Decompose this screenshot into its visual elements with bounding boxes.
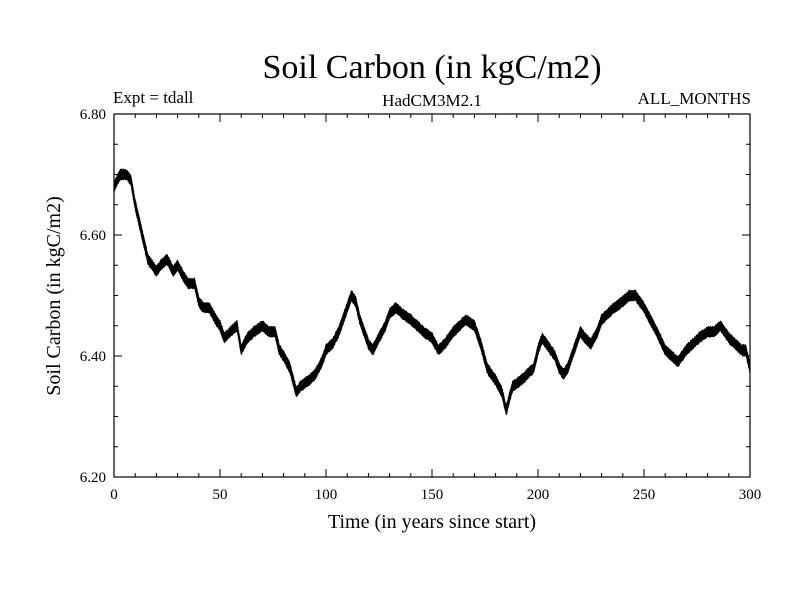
axis-ticks (113, 113, 751, 478)
x-tick-label: 200 (527, 487, 550, 503)
x-tick-label: 50 (213, 487, 228, 503)
x-tick-label: 250 (633, 487, 656, 503)
model-label: HadCM3M2.1 (382, 91, 482, 110)
y-tick-label: 6.80 (80, 107, 106, 123)
axis-tick-labels: 0 50 100 150 200 250 300 6.20 6.40 6.60 6.80 (80, 107, 762, 503)
soil-carbon-series-line (113, 168, 751, 416)
x-tick-label: 100 (315, 487, 338, 503)
x-tick-label: 300 (739, 487, 762, 503)
y-tick-label: 6.20 (80, 470, 106, 486)
plot-frame (113, 113, 751, 478)
y-tick-label: 6.60 (80, 228, 106, 244)
x-axis-label: Time (in years since start) (328, 511, 536, 533)
plot-series (113, 168, 751, 416)
y-tick-label: 6.40 (80, 349, 106, 365)
y-axis-label: Soil Carbon (in kgC/m2) (43, 196, 65, 395)
experiment-label: Expt = tdall (113, 88, 194, 107)
x-tick-label: 0 (110, 487, 118, 503)
months-label: ALL_MONTHS (638, 89, 751, 108)
x-tick-label: 150 (421, 487, 444, 503)
chart-title: Soil Carbon (in kgC/m2) (262, 49, 601, 86)
